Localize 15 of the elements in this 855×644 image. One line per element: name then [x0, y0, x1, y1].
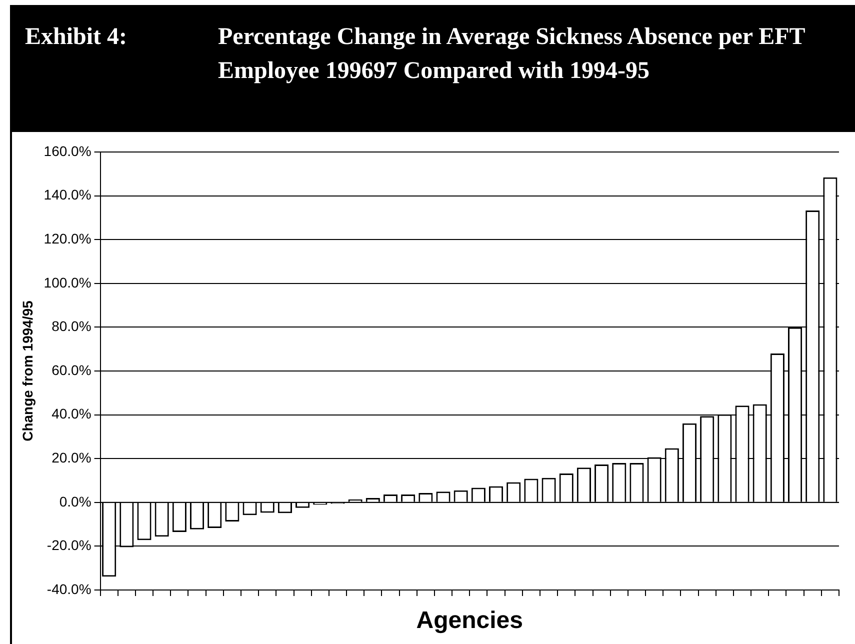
y-tick-label: 100.0% [44, 274, 92, 290]
y-tick-label: 60.0% [52, 362, 92, 378]
chart-title: Exhibit 4: [25, 23, 128, 52]
y-tick-label: 80.0% [52, 318, 92, 334]
y-tick-label: 120.0% [44, 230, 92, 246]
y-tick-label: -40.0% [46, 580, 92, 597]
chart-subtitle: Percentage Change in Average Sickness Absence per EFT Employee 199697 Compared with 1994-95 [218, 23, 806, 86]
y-tick-label: 140.0% [44, 186, 92, 203]
y-axis-title: Change from 1994/95 [19, 300, 36, 442]
x-axis-title: Agencies [416, 607, 523, 634]
y-tick-label: 160.0% [44, 142, 92, 159]
y-tick-label: -20.0% [46, 537, 92, 554]
y-tick-label: 0.0% [59, 493, 92, 510]
y-tick-label: 20.0% [52, 449, 92, 466]
y-tick-label: 40.0% [52, 406, 92, 422]
